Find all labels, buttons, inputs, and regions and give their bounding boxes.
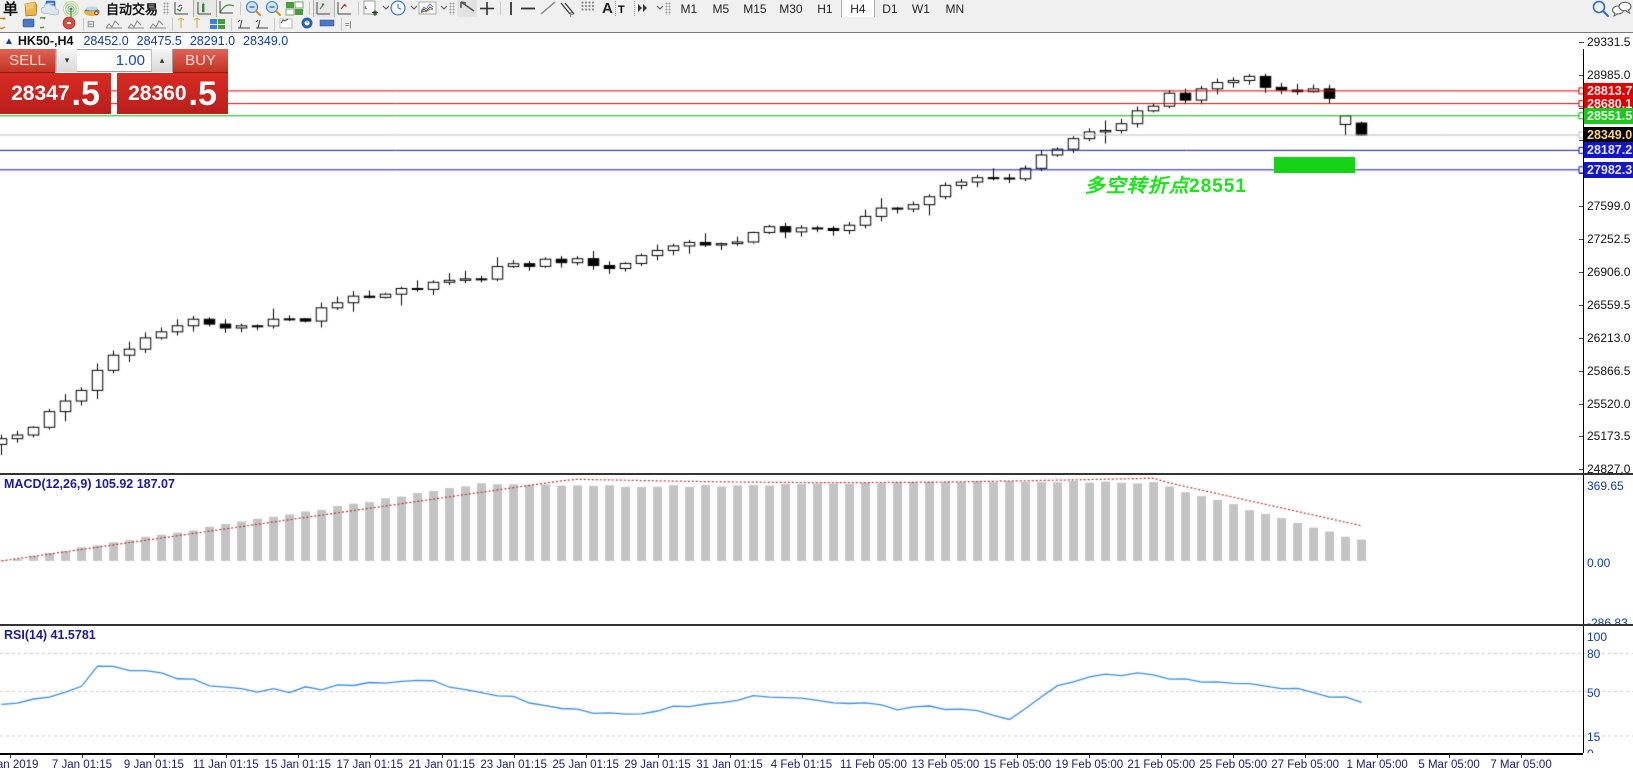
svg-text:⊟: ⊟ — [87, 19, 95, 29]
svg-text:T: T — [618, 4, 625, 16]
svg-text:=|: =| — [345, 20, 352, 29]
